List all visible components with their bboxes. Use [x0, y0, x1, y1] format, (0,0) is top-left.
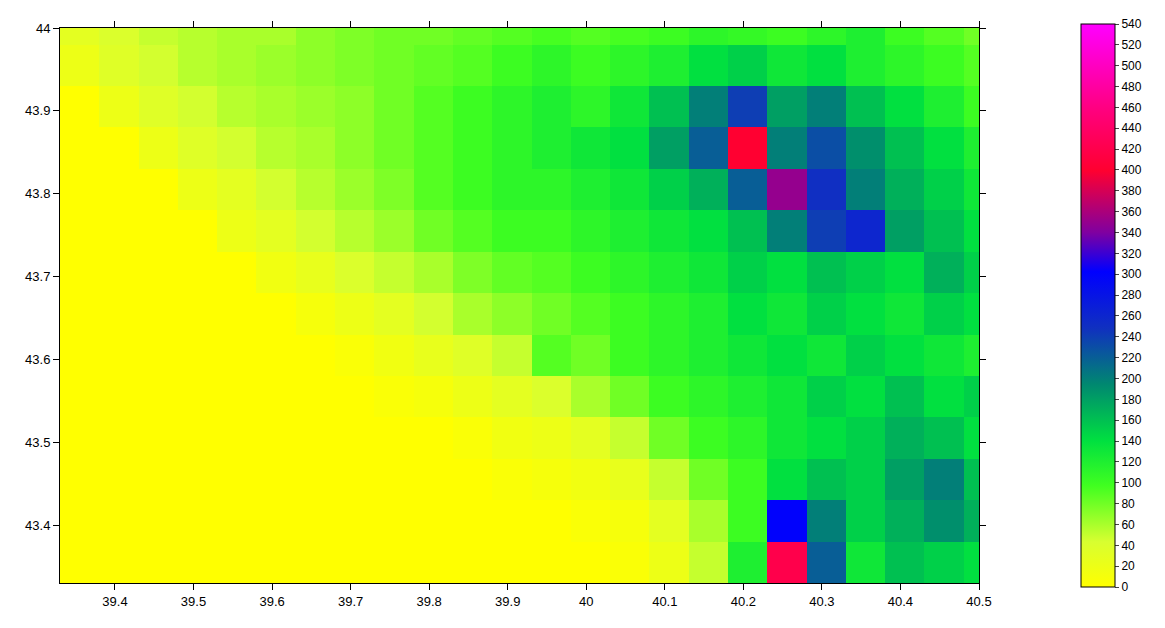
svg-text:39.9: 39.9 [495, 594, 520, 609]
svg-text:0: 0 [1121, 580, 1128, 594]
svg-text:43.8: 43.8 [25, 186, 50, 201]
svg-text:39.4: 39.4 [102, 594, 127, 609]
svg-text:44: 44 [36, 21, 50, 36]
svg-text:39.6: 39.6 [259, 594, 284, 609]
svg-text:40.4: 40.4 [888, 594, 913, 609]
svg-text:320: 320 [1121, 247, 1141, 261]
svg-text:39.7: 39.7 [338, 594, 363, 609]
svg-text:43.4: 43.4 [25, 518, 50, 533]
svg-text:100: 100 [1121, 476, 1141, 490]
svg-text:140: 140 [1121, 434, 1141, 448]
svg-text:180: 180 [1121, 393, 1141, 407]
svg-text:260: 260 [1121, 309, 1141, 323]
svg-text:200: 200 [1121, 372, 1141, 386]
svg-text:400: 400 [1121, 163, 1141, 177]
svg-text:40: 40 [579, 594, 593, 609]
svg-text:280: 280 [1121, 288, 1141, 302]
svg-text:43.5: 43.5 [25, 435, 50, 450]
svg-text:300: 300 [1121, 267, 1141, 281]
svg-text:220: 220 [1121, 351, 1141, 365]
svg-text:39.8: 39.8 [417, 594, 442, 609]
svg-text:40.2: 40.2 [731, 594, 756, 609]
svg-text:43.7: 43.7 [25, 269, 50, 284]
svg-text:80: 80 [1121, 497, 1135, 511]
svg-text:520: 520 [1121, 38, 1141, 52]
svg-text:43.9: 43.9 [25, 103, 50, 118]
svg-text:43.6: 43.6 [25, 352, 50, 367]
svg-text:40: 40 [1121, 539, 1135, 553]
svg-text:120: 120 [1121, 455, 1141, 469]
svg-text:240: 240 [1121, 330, 1141, 344]
svg-text:440: 440 [1121, 121, 1141, 135]
svg-text:480: 480 [1121, 80, 1141, 94]
svg-text:360: 360 [1121, 205, 1141, 219]
svg-text:380: 380 [1121, 184, 1141, 198]
svg-text:420: 420 [1121, 142, 1141, 156]
svg-text:20: 20 [1121, 559, 1135, 573]
svg-text:500: 500 [1121, 59, 1141, 73]
svg-text:340: 340 [1121, 226, 1141, 240]
svg-text:40.1: 40.1 [652, 594, 677, 609]
svg-text:39.5: 39.5 [181, 594, 206, 609]
svg-text:160: 160 [1121, 413, 1141, 427]
svg-text:40.3: 40.3 [809, 594, 834, 609]
svg-text:540: 540 [1121, 17, 1141, 31]
svg-text:60: 60 [1121, 518, 1135, 532]
svg-text:460: 460 [1121, 101, 1141, 115]
svg-text:40.5: 40.5 [966, 594, 991, 609]
